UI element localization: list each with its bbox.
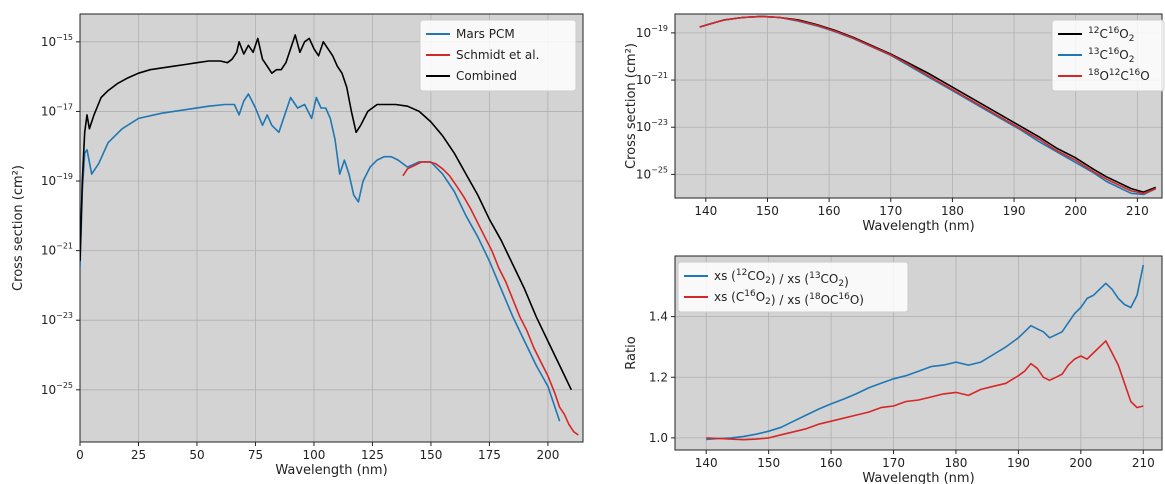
legend: xs (12CO2) / xs (13CO2)xs (C16O2) / xs (… [677,261,909,313]
series-line-3 [699,15,1157,195]
legend-entry: xs (12CO2) / xs (13CO2) [714,268,849,289]
legend-box [677,261,909,313]
x-tick-label: 200 [1069,456,1092,470]
x-tick-label: 170 [879,204,902,218]
x-tick-label: 200 [536,448,559,462]
x-axis-label: Wavelength (nm) [862,471,974,484]
series-line-2 [706,340,1144,441]
plot-frame [79,13,584,443]
x-tick-label: 160 [820,456,843,470]
legend-entry: Combined [456,69,517,83]
y-axis-label: Cross section (cm²) [11,165,26,291]
legend: 12C16O2 13C16O2 18O12C16O [1051,19,1165,92]
legend-entry: 12C16O2 [1088,26,1134,44]
x-tick-label: 150 [756,204,779,218]
x-tick-label: 210 [1132,456,1155,470]
plot-frame [674,13,1163,199]
x-tick-label: 0 [76,448,84,462]
x-tick-label: 200 [1064,204,1087,218]
x-tick-label: 25 [131,448,146,462]
x-axis-label: Wavelength (nm) [275,463,387,478]
y-tick-label: 10−25 [636,165,668,181]
x-tick-label: 180 [941,204,964,218]
series-line-1 [80,93,561,422]
y-tick-label: 1.0 [649,431,668,445]
series-line-3 [80,34,573,391]
x-tick-label: 175 [478,448,501,462]
y-tick-label: 1.4 [649,310,668,324]
y-tick-label: 10−15 [41,33,73,49]
series-line-1 [706,264,1145,441]
x-tick-label: 140 [695,456,718,470]
series-group [706,264,1145,441]
x-tick-label: 150 [419,448,442,462]
x-tick-label: 190 [1007,456,1030,470]
legend-entry: 13C16O2 [1088,47,1134,65]
y-tick-label: 10−21 [41,242,73,258]
x-tick-label: 50 [189,448,204,462]
x-tick-label: 180 [945,456,968,470]
x-tick-label: 125 [361,448,384,462]
plot-frame [674,255,1163,451]
x-tick-label: 170 [882,456,905,470]
x-axis-label: Wavelength (nm) [862,219,974,234]
x-tick-label: 190 [1003,204,1026,218]
chart-panel-2: 140 150 160 170 180 190 200 210 10−19 10−21 10−23 1… [624,13,1165,234]
legend-entry: 18O12C16O [1088,68,1150,83]
x-tick-label: 140 [694,204,717,218]
y-tick-label: 10−21 [636,71,668,87]
y-tick-label: 10−23 [636,118,668,134]
x-tick-label: 150 [757,456,780,470]
x-tick-label: 160 [818,204,841,218]
x-tick-label: 100 [303,448,326,462]
y-tick-label: 10−23 [41,311,73,327]
legend-entry: Schmidt et al. [456,48,539,62]
y-axis-label: Ratio [624,336,639,369]
x-tick-label: 75 [248,448,263,462]
chart-panel-3: 140 150 160 170 180 190 200 210 1.0 1.2 1.4 Wavelen… [624,255,1163,484]
y-tick-label: 10−19 [41,172,73,188]
chart-panel-1: 0 25 50 75 100 125 150 175 200 10−15 10−17 10−19 10−… [11,13,584,478]
legend-box [419,19,577,92]
y-tick-label: 1.2 [649,370,668,384]
x-tick-label: 210 [1126,204,1149,218]
y-axis-label: Cross section (cm²) [624,43,639,169]
legend-entry: Mars PCM [456,27,515,41]
y-tick-label: 10−25 [41,381,73,397]
y-tick-label: 10−17 [41,102,73,118]
legend-entry: xs (C16O2) / xs (18OC16O) [714,289,864,307]
series-group [80,34,579,436]
series-group [699,15,1157,196]
legend-box [1051,19,1165,92]
legend: Mars PCM Schmidt et al. Combined [419,19,577,92]
series-line-2 [402,161,579,436]
y-tick-label: 10−19 [636,24,668,40]
